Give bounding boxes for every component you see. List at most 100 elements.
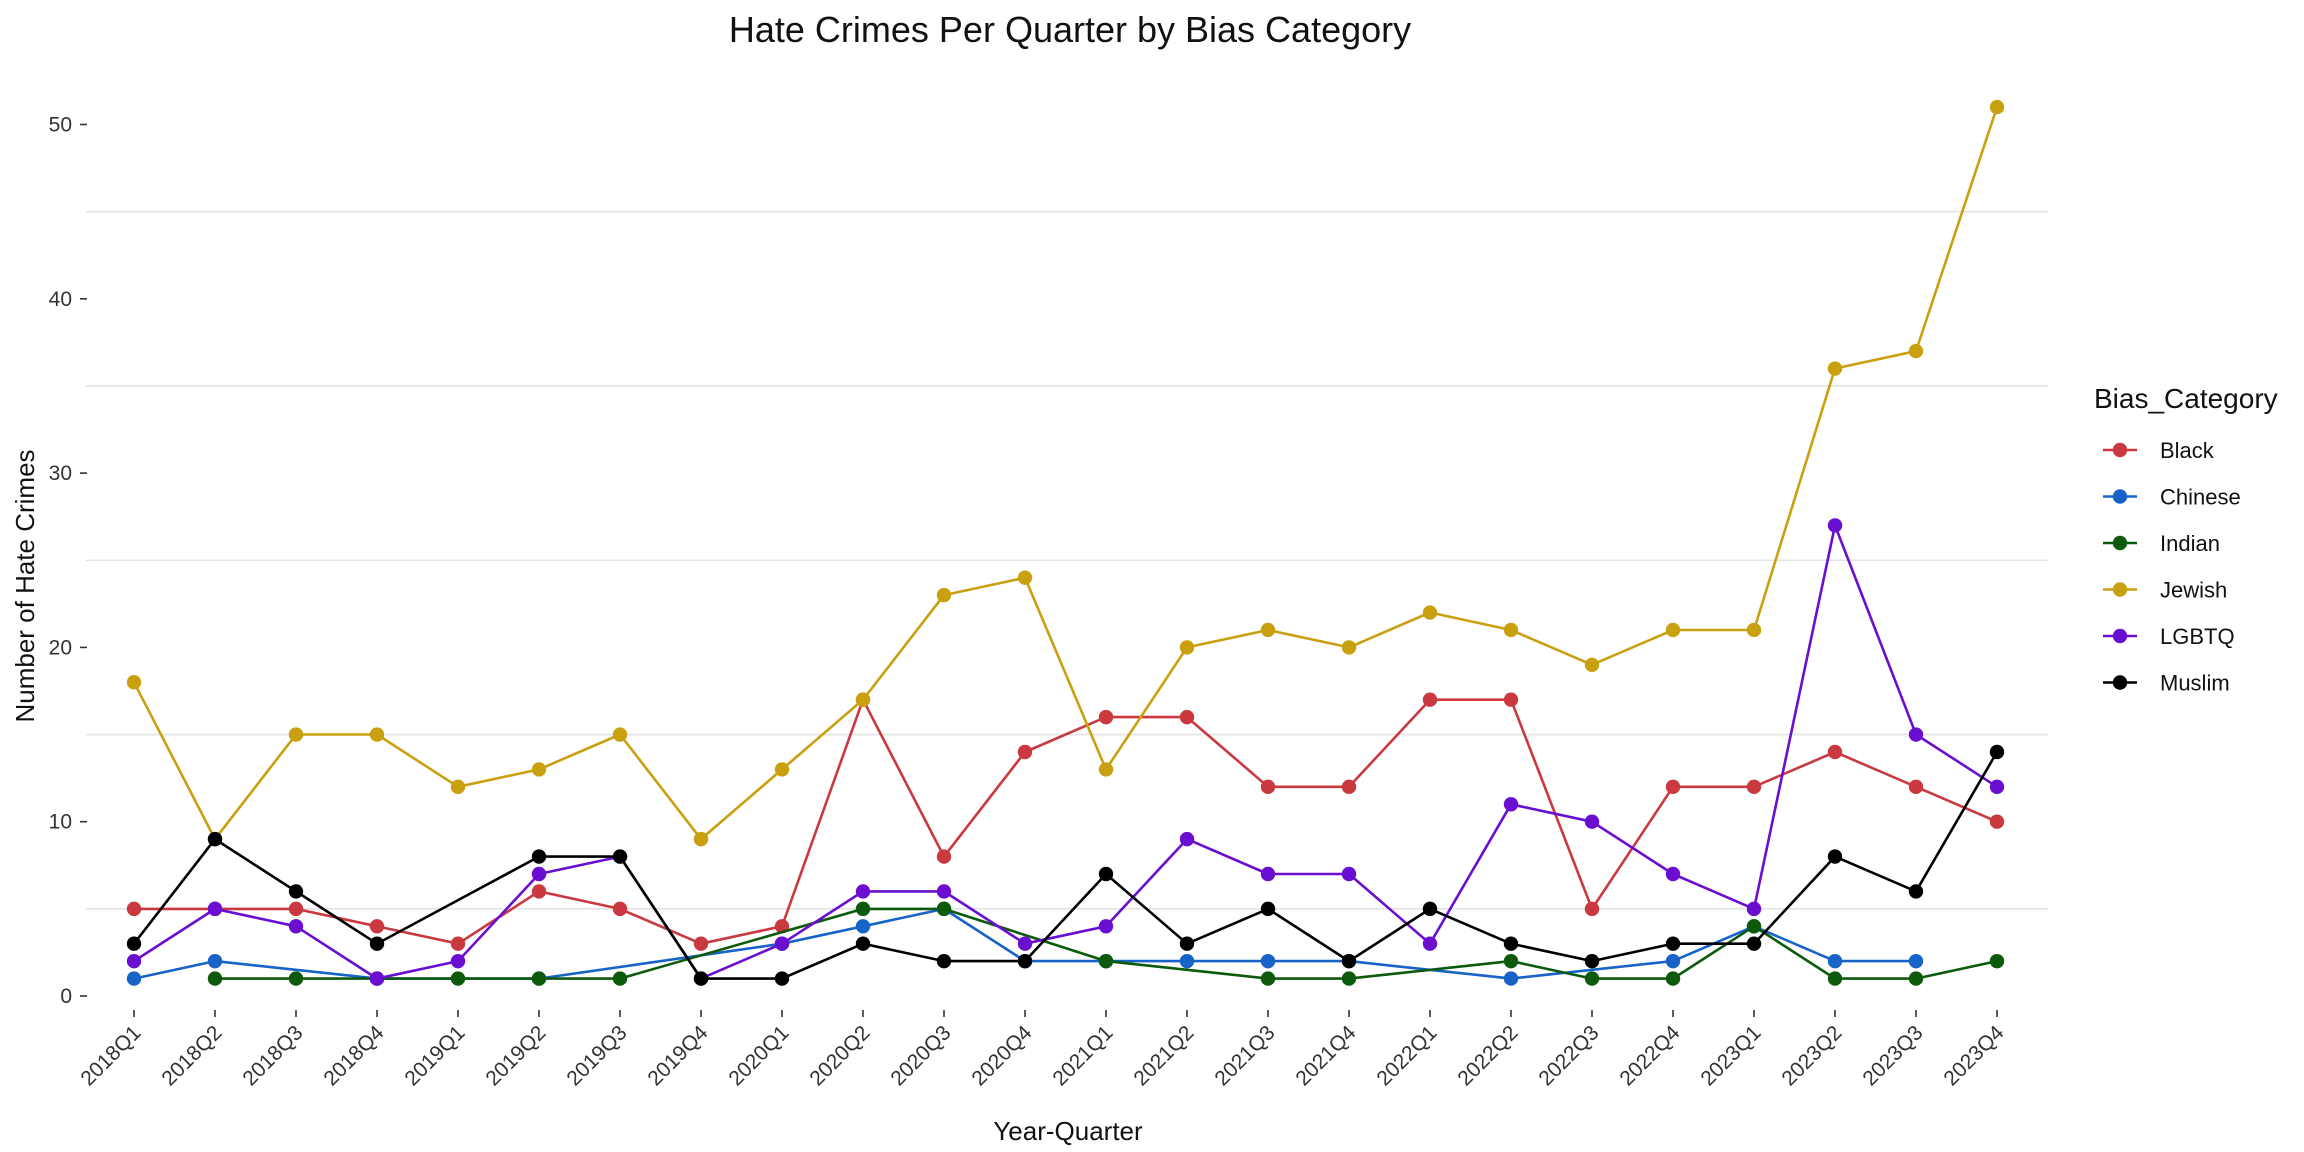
legend-label-muslim: Muslim (2160, 671, 2230, 696)
legend: Bias_Category Black Chinese Indian Jewish LG… (2094, 383, 2278, 696)
point-chinese-2020Q2 (855, 919, 871, 934)
point-indian-2019Q1 (450, 971, 466, 986)
point-jewish-2019Q4 (693, 831, 709, 847)
point-lgbtq-2022Q4 (1665, 866, 1681, 882)
point-muslim-2023Q2 (1827, 849, 1843, 864)
point-chinese-2018Q1 (126, 971, 142, 986)
point-lgbtq-2021Q2 (1179, 831, 1195, 847)
point-black-2022Q4 (1665, 779, 1681, 795)
point-lgbtq-2020Q3 (936, 884, 952, 899)
point-black-2020Q4 (1017, 744, 1033, 760)
chart-title: Hate Crimes Per Quarter by Bias Category (729, 9, 1411, 50)
point-jewish-2020Q1 (774, 762, 790, 777)
series-line-black (134, 698, 1998, 946)
legend-key-point-lgbtq (2112, 628, 2128, 644)
point-muslim-2019Q2 (531, 849, 547, 864)
point-muslim-2020Q1 (774, 971, 790, 986)
point-black-2019Q3 (612, 901, 628, 917)
point-indian-2021Q1 (1098, 953, 1114, 969)
point-lgbtq-2023Q1 (1746, 901, 1762, 917)
point-indian-2022Q4 (1665, 971, 1681, 986)
series-black (126, 692, 2005, 951)
y-axis-title: Number of Hate Crimes (10, 449, 40, 722)
point-muslim-2020Q2 (855, 936, 871, 951)
x-tick-label-2021Q4: 2021Q4 (1291, 1021, 1360, 1090)
point-black-2021Q4 (1341, 779, 1357, 795)
point-indian-2018Q2 (207, 971, 223, 986)
x-tick-label-2020Q1: 2020Q1 (724, 1021, 793, 1090)
point-muslim-2022Q1 (1422, 901, 1438, 917)
point-jewish-2022Q2 (1503, 622, 1519, 638)
point-indian-2020Q2 (855, 901, 871, 917)
x-tick-label-2020Q3: 2020Q3 (886, 1021, 955, 1090)
point-lgbtq-2019Q2 (531, 866, 547, 882)
x-tick-label-2021Q1: 2021Q1 (1048, 1021, 1117, 1090)
point-muslim-2018Q2 (207, 831, 223, 847)
point-jewish-2021Q1 (1098, 762, 1114, 777)
x-tick-label-2022Q3: 2022Q3 (1534, 1021, 1603, 1090)
point-chinese-2021Q3 (1260, 953, 1276, 969)
legend-key-point-black (2112, 442, 2128, 458)
legend-label-jewish: Jewish (2160, 578, 2227, 603)
point-black-2023Q4 (1989, 814, 2005, 829)
point-black-2019Q1 (450, 936, 466, 951)
x-tick-label-2018Q2: 2018Q2 (157, 1021, 226, 1090)
point-lgbtq-2023Q4 (1989, 779, 2005, 795)
point-chinese-2021Q2 (1179, 953, 1195, 969)
series-line-jewish (132, 106, 1999, 841)
point-jewish-2021Q2 (1179, 640, 1195, 655)
point-muslim-2020Q4 (1017, 953, 1033, 969)
x-tick-label-2023Q2: 2023Q2 (1777, 1021, 1846, 1090)
x-tick-label-2019Q1: 2019Q1 (400, 1021, 469, 1090)
point-muslim-2023Q1 (1746, 936, 1762, 951)
legend-key-point-jewish (2112, 582, 2128, 597)
point-black-2021Q2 (1179, 709, 1195, 725)
x-tick-label-2020Q4: 2020Q4 (967, 1021, 1036, 1090)
point-chinese-2018Q2 (207, 953, 223, 969)
x-tick-label-2018Q1: 2018Q1 (76, 1021, 145, 1090)
point-lgbtq-2018Q2 (207, 901, 223, 917)
point-lgbtq-2018Q4 (369, 971, 385, 986)
point-lgbtq-2018Q3 (288, 919, 304, 934)
point-muslim-2019Q4 (693, 971, 709, 986)
point-black-2023Q3 (1908, 779, 1924, 795)
legend-item-black: Black (2103, 438, 2215, 463)
legend-item-muslim: Muslim (2103, 671, 2230, 696)
point-indian-2023Q1 (1746, 919, 1762, 934)
point-jewish-2023Q3 (1908, 343, 1924, 359)
point-indian-2019Q2 (531, 971, 547, 986)
point-black-2018Q3 (288, 901, 304, 917)
legend-title: Bias_Category (2094, 383, 2278, 414)
point-indian-2022Q2 (1503, 953, 1519, 969)
point-indian-2022Q3 (1584, 971, 1600, 986)
series-group (126, 99, 2005, 986)
legend-key-point-indian (2112, 535, 2128, 551)
point-indian-2023Q3 (1908, 971, 1924, 986)
point-jewish-2019Q2 (531, 762, 547, 777)
x-tick-label-2022Q2: 2022Q2 (1453, 1021, 1522, 1090)
point-muslim-2023Q3 (1908, 884, 1924, 899)
y-tick-label-20: 20 (49, 636, 72, 659)
point-lgbtq-2021Q4 (1341, 866, 1357, 882)
x-tick-label-2023Q1: 2023Q1 (1696, 1021, 1765, 1090)
point-lgbtq-2021Q3 (1260, 866, 1276, 882)
point-black-2022Q3 (1584, 901, 1600, 917)
grid-lines (86, 210, 2048, 910)
legend-label-chinese: Chinese (2160, 485, 2241, 510)
point-black-2021Q3 (1260, 779, 1276, 795)
point-jewish-2020Q2 (855, 692, 871, 707)
legend-label-lgbtq: LGBTQ (2160, 624, 2235, 649)
series-line-indian (215, 907, 1998, 980)
legend-label-indian: Indian (2160, 531, 2220, 556)
point-indian-2020Q3 (936, 901, 952, 917)
point-muslim-2021Q3 (1260, 901, 1276, 917)
series-line-lgbtq (133, 524, 1998, 980)
point-lgbtq-2020Q1 (774, 936, 790, 951)
x-tick-label-2018Q3: 2018Q3 (238, 1021, 307, 1090)
x-tick-label-2023Q4: 2023Q4 (1939, 1021, 2008, 1090)
point-chinese-2023Q3 (1908, 953, 1924, 969)
point-black-2019Q2 (531, 884, 547, 899)
x-tick-label-2021Q2: 2021Q2 (1129, 1021, 1198, 1090)
point-lgbtq-2019Q1 (450, 953, 466, 969)
